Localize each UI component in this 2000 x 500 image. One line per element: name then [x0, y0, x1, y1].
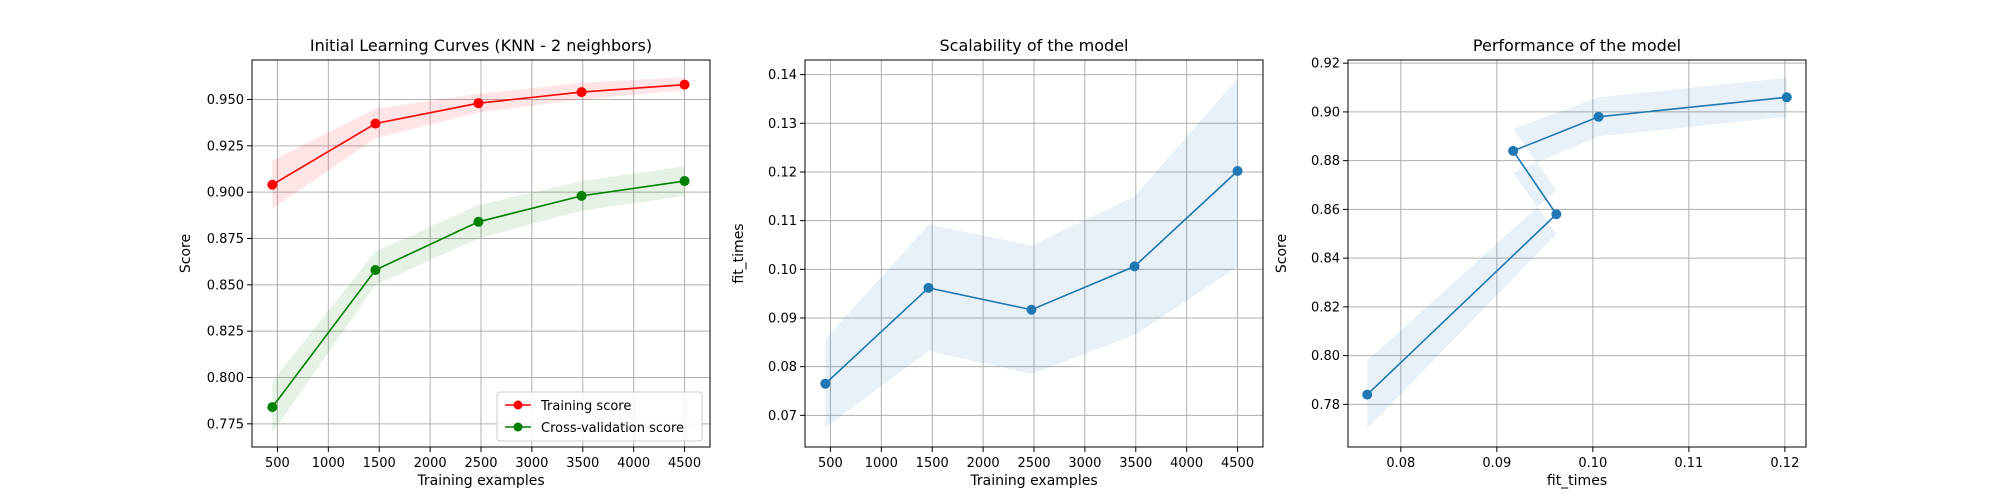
y-tick-label: 0.86: [1311, 203, 1340, 218]
y-tick-label: 0.84: [1311, 252, 1340, 267]
chart-title: Scalability of the model: [940, 36, 1129, 55]
data-point: [473, 216, 484, 227]
chart-performance: 0.08 0.09 0.10 0.11 0.12 0.78 0.80 0.82 0.84 0.86…: [1274, 36, 1807, 489]
y-tick-label: 0.11: [768, 214, 797, 229]
y-tick-label: 0.14: [768, 68, 797, 83]
series-band-0: [1367, 77, 1787, 429]
data-point: [1129, 261, 1140, 272]
x-tick-label: 2000: [967, 456, 1000, 471]
x-tick-label: 1000: [312, 456, 345, 471]
x-tick-label: 1500: [916, 456, 949, 471]
y-axis-label: fit_times: [731, 223, 747, 283]
x-tick-label: 0.09: [1482, 456, 1511, 471]
x-tick-label: 3000: [515, 456, 548, 471]
y-tick-label: 0.88: [1311, 154, 1340, 169]
y-tick-label: 0.08: [768, 360, 797, 375]
data-point: [923, 282, 934, 293]
x-tick-label: 0.12: [1770, 456, 1799, 471]
legend-box: [496, 391, 703, 442]
data-point: [370, 118, 381, 129]
x-tick-label: 0.08: [1386, 456, 1415, 471]
data-point: [370, 264, 381, 275]
data-point: [267, 179, 278, 190]
chart-title: Initial Learning Curves (KNN - 2 neighbo…: [310, 36, 652, 55]
x-tick-label: 4000: [617, 456, 650, 471]
data-point: [1781, 92, 1792, 103]
x-tick-label: 500: [818, 456, 843, 471]
y-tick-label: 0.925: [207, 139, 244, 154]
x-tick-label: 0.10: [1578, 456, 1607, 471]
chart-learning-curves: 500 1000 1500 2000 2500 3000 3500 4000 4500 0.775…: [178, 36, 711, 489]
axes-frame: [1347, 59, 1807, 448]
y-tick-label: 0.90: [1311, 105, 1340, 120]
x-tick-label: 500: [265, 456, 290, 471]
data-point: [576, 190, 587, 201]
x-tick-label: 1000: [865, 456, 898, 471]
y-tick-label: 0.12: [768, 165, 797, 180]
x-axis-label: Training examples: [416, 473, 544, 489]
data-point: [1593, 111, 1604, 122]
y-tick-label: 0.775: [207, 417, 244, 432]
x-tick-label: 3000: [1068, 456, 1101, 471]
data-point: [820, 378, 831, 389]
y-tick-label: 0.800: [207, 371, 244, 386]
data-point: [679, 79, 690, 90]
y-tick-label: 0.10: [768, 263, 797, 278]
data-point: [1026, 304, 1037, 315]
y-tick-label: 0.78: [1311, 398, 1340, 413]
y-tick-label: 0.900: [207, 186, 244, 201]
data-point: [679, 176, 690, 187]
y-tick-label: 0.80: [1311, 349, 1340, 364]
data-point: [1551, 209, 1562, 220]
y-tick-label: 0.825: [207, 325, 244, 340]
y-tick-label: 0.82: [1311, 300, 1340, 315]
x-tick-label: 3500: [566, 456, 599, 471]
legend-marker-cv: [513, 422, 523, 432]
y-tick-label: 0.92: [1311, 57, 1340, 72]
data-point: [267, 402, 278, 413]
legend: Training score Cross-validation score: [496, 391, 703, 442]
y-axis-label: Score: [1274, 234, 1290, 273]
series-band-0: [825, 78, 1238, 428]
y-tick-label: 0.850: [207, 278, 244, 293]
y-tick-label: 0.950: [207, 93, 244, 108]
chart-scalability: 500 1000 1500 2000 2500 3000 3500 4000 4500 0.07 0…: [731, 36, 1264, 489]
x-tick-label: 2000: [414, 456, 447, 471]
x-axis-label: Training examples: [969, 473, 1097, 489]
x-tick-label: 4500: [668, 456, 701, 471]
data-point: [1362, 389, 1373, 400]
x-tick-label: 0.11: [1674, 456, 1703, 471]
data-point: [1232, 165, 1243, 176]
data-point: [473, 98, 484, 109]
x-tick-label: 1500: [363, 456, 396, 471]
data-point: [1508, 145, 1519, 156]
x-tick-label: 2500: [464, 456, 497, 471]
chart-title: Performance of the model: [1473, 36, 1681, 55]
legend-label-training: Training score: [540, 399, 631, 414]
legend-marker-training: [513, 400, 523, 410]
y-tick-label: 0.13: [768, 117, 797, 132]
data-point: [576, 87, 587, 98]
x-tick-label: 4000: [1170, 456, 1203, 471]
x-axis-label: fit_times: [1547, 473, 1607, 489]
y-tick-label: 0.09: [768, 312, 797, 327]
legend-label-cv: Cross-validation score: [541, 421, 684, 436]
y-tick-label: 0.07: [768, 409, 797, 424]
x-tick-label: 2500: [1017, 456, 1050, 471]
x-tick-label: 4500: [1221, 456, 1254, 471]
x-tick-label: 3500: [1119, 456, 1152, 471]
y-axis-label: Score: [178, 234, 194, 273]
series-band-0: [272, 77, 685, 209]
y-tick-label: 0.875: [207, 232, 244, 247]
